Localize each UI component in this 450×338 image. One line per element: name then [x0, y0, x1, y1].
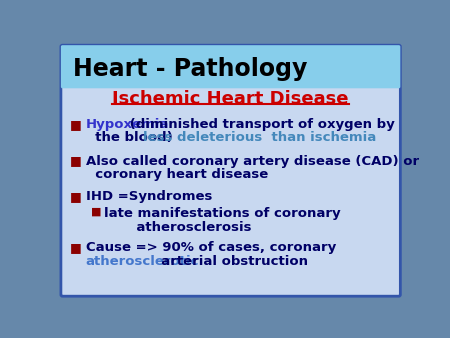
Text: IHD =Syndromes: IHD =Syndromes — [86, 190, 212, 203]
Text: Also called coronary artery disease (CAD) or: Also called coronary artery disease (CAD… — [86, 154, 419, 168]
FancyBboxPatch shape — [61, 45, 400, 88]
Text: Cause => 90% of cases, coronary: Cause => 90% of cases, coronary — [86, 241, 336, 254]
Text: ■: ■ — [70, 241, 82, 254]
Text: (diminished transport of oxygen by: (diminished transport of oxygen by — [126, 118, 395, 130]
Text: atherosclerosis: atherosclerosis — [104, 221, 252, 234]
Text: arterial obstruction: arterial obstruction — [152, 255, 308, 268]
Text: Hypoxemia: Hypoxemia — [86, 118, 169, 130]
Text: ■: ■ — [70, 190, 82, 203]
Text: Heart - Pathology: Heart - Pathology — [73, 57, 308, 81]
Text: ■: ■ — [91, 207, 102, 217]
Text: ■: ■ — [70, 118, 82, 130]
Text: Ischemic Heart Disease: Ischemic Heart Disease — [112, 90, 349, 108]
Text: ■: ■ — [70, 154, 82, 168]
Text: late manifestations of coronary: late manifestations of coronary — [104, 207, 341, 220]
Text: atherosclerotic: atherosclerotic — [86, 255, 199, 268]
FancyBboxPatch shape — [61, 45, 400, 296]
Text: the blood): the blood) — [86, 131, 177, 144]
Text: coronary heart disease: coronary heart disease — [86, 168, 268, 182]
Text: less deleterious  than ischemia: less deleterious than ischemia — [143, 131, 376, 144]
